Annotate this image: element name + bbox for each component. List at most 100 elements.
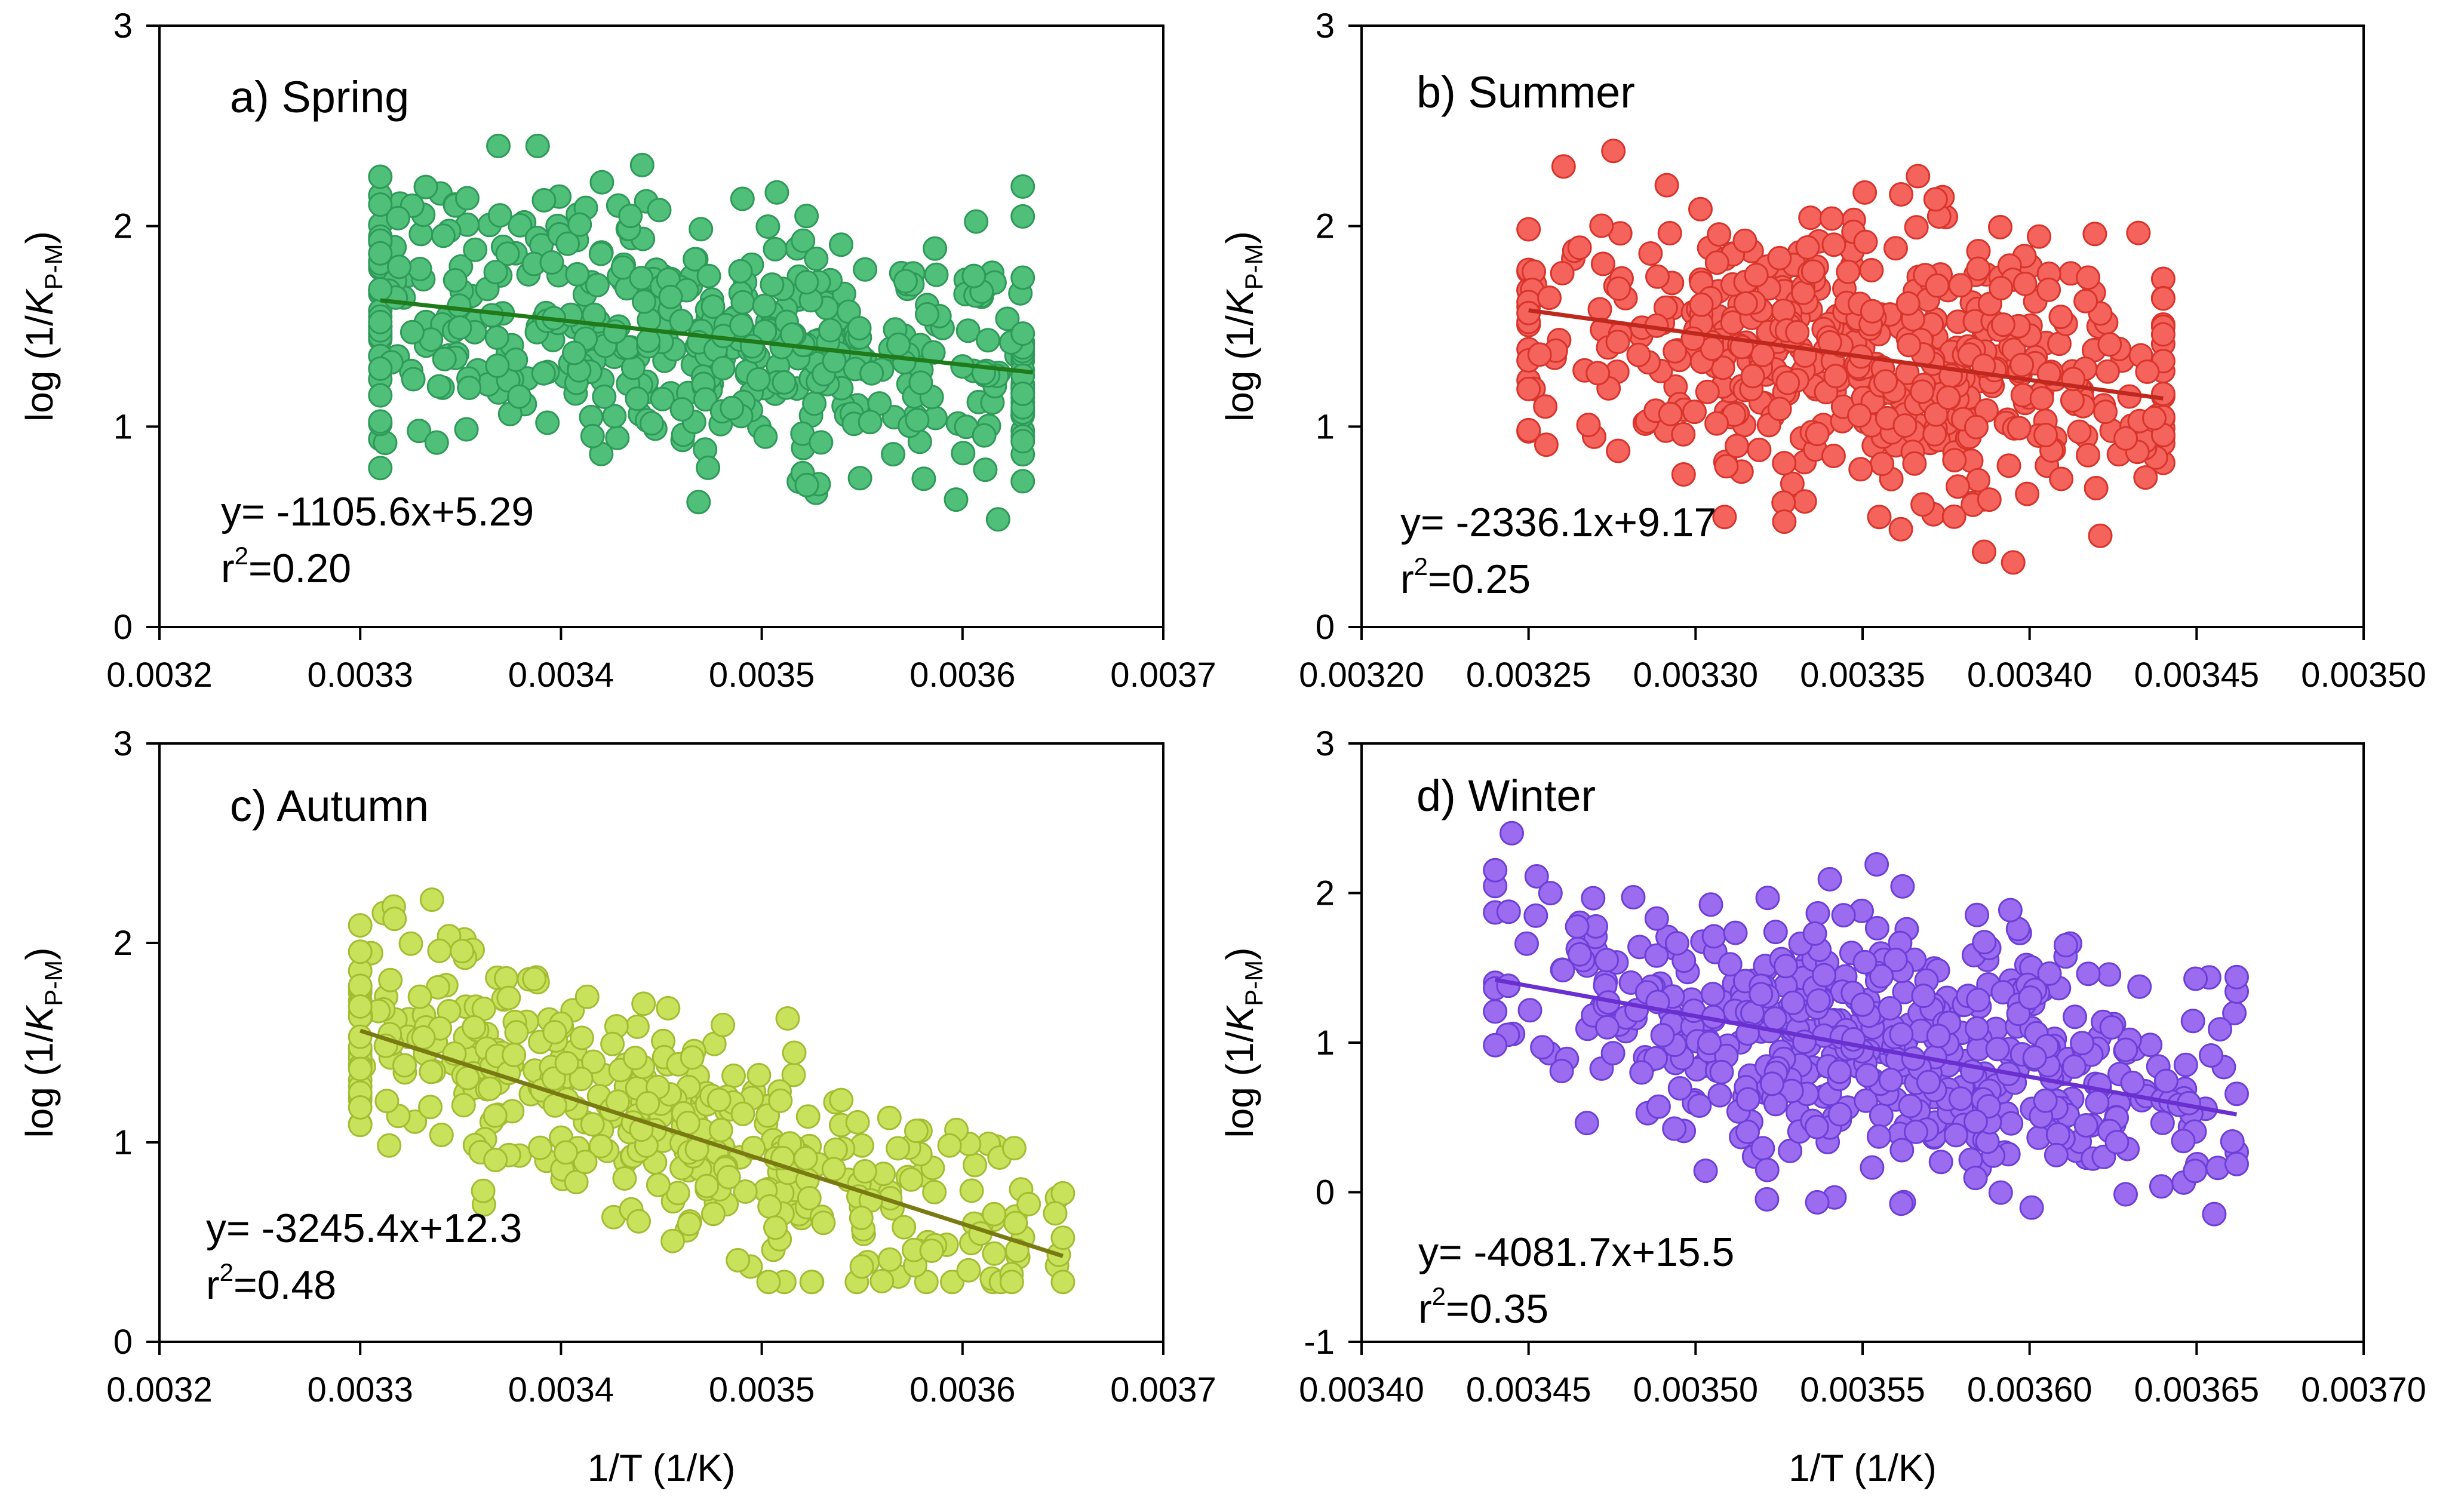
data-point bbox=[683, 247, 708, 272]
data-point bbox=[348, 1095, 373, 1120]
data-point bbox=[669, 397, 695, 422]
data-point bbox=[377, 1133, 402, 1158]
data-point bbox=[1750, 1136, 1775, 1161]
data-point bbox=[1733, 291, 1758, 316]
data-point bbox=[535, 410, 560, 435]
data-point bbox=[1853, 229, 1878, 254]
data-point bbox=[1926, 1024, 1951, 1049]
data-point bbox=[1483, 1032, 1508, 1058]
panel-label: c) Autumn bbox=[230, 781, 429, 831]
data-point bbox=[368, 356, 393, 381]
data-point bbox=[1516, 376, 1541, 401]
data-point bbox=[455, 1065, 480, 1090]
data-point bbox=[904, 1118, 929, 1144]
y-tick-label: 3 bbox=[1316, 724, 1335, 763]
data-point bbox=[1998, 898, 2023, 923]
x-tick-label: 0.00320 bbox=[1299, 656, 1424, 694]
data-point bbox=[602, 404, 627, 429]
r-squared-symbol: r bbox=[1418, 1286, 1432, 1332]
data-point bbox=[1895, 291, 1921, 316]
data-point bbox=[730, 186, 755, 211]
data-point bbox=[1701, 924, 1726, 949]
data-point bbox=[914, 1270, 939, 1295]
data-point bbox=[2036, 277, 2061, 302]
data-point bbox=[2033, 1088, 2058, 1113]
data-point bbox=[413, 174, 438, 199]
data-point bbox=[496, 985, 521, 1010]
data-point bbox=[600, 1031, 625, 1056]
data-point bbox=[1963, 1109, 1988, 1134]
panel-4: 0.00340 0.00345 0.00350 0.00355 0.00360 0.003… bbox=[1218, 724, 2426, 1489]
data-point bbox=[1551, 154, 1576, 179]
data-point bbox=[1923, 187, 1948, 212]
data-point bbox=[959, 1178, 984, 1203]
y-axis-title-suffix: ) bbox=[1218, 231, 1261, 244]
y-tick-label: 2 bbox=[113, 924, 133, 963]
data-point bbox=[368, 277, 393, 302]
data-point bbox=[852, 1159, 877, 1184]
y-axis-title: log (1/KP-M) bbox=[18, 948, 67, 1138]
data-point bbox=[580, 423, 605, 448]
regression-line bbox=[359, 1028, 1064, 1258]
x-tick-label: 0.0032 bbox=[106, 1370, 212, 1409]
data-point bbox=[756, 1270, 781, 1295]
data-point bbox=[1700, 982, 1725, 1007]
panel-1: 0.0032 0.0033 0.0034 0.0035 0.0036 0.0037 0 1 2 3… bbox=[18, 7, 1216, 694]
data-point bbox=[1754, 1157, 1780, 1182]
data-points bbox=[1516, 139, 2176, 575]
data-point bbox=[730, 1101, 755, 1126]
x-tick-label: 0.0037 bbox=[1110, 656, 1216, 694]
data-point bbox=[2097, 332, 2122, 357]
y-tick-label: 1 bbox=[1316, 1024, 1335, 1062]
data-point bbox=[921, 340, 946, 365]
data-point bbox=[2150, 1110, 2175, 1135]
data-point bbox=[463, 237, 488, 262]
data-point bbox=[755, 214, 781, 239]
data-point bbox=[1003, 1210, 1028, 1236]
data-point bbox=[818, 318, 843, 343]
data-point bbox=[1924, 402, 1949, 427]
data-point bbox=[1689, 292, 1714, 317]
data-point bbox=[1867, 505, 1892, 530]
data-point bbox=[1594, 1015, 1620, 1040]
data-point bbox=[923, 236, 948, 261]
data-point bbox=[729, 313, 754, 338]
data-point bbox=[1925, 273, 1950, 298]
data-point bbox=[1878, 1068, 1903, 1092]
data-point bbox=[1989, 276, 2014, 300]
data-point bbox=[716, 1164, 741, 1190]
x-tick-label: 0.0033 bbox=[307, 656, 413, 694]
data-point bbox=[569, 1067, 594, 1092]
data-point bbox=[1010, 174, 1036, 199]
data-point bbox=[431, 223, 456, 248]
data-point bbox=[1581, 886, 1606, 911]
data-point bbox=[2033, 423, 2058, 447]
data-point bbox=[1878, 996, 1903, 1021]
data-point bbox=[985, 507, 1010, 532]
y-axis-title-symbol: K bbox=[1218, 1004, 1261, 1032]
data-point bbox=[711, 1012, 735, 1037]
y-tick-label: 2 bbox=[1316, 874, 1335, 913]
data-point bbox=[1800, 259, 1826, 284]
data-point bbox=[348, 1024, 373, 1049]
data-point bbox=[1725, 434, 1749, 459]
data-point bbox=[443, 268, 468, 293]
data-point bbox=[374, 1089, 400, 1114]
data-point bbox=[1772, 509, 1797, 534]
data-point bbox=[1965, 1016, 1989, 1041]
data-point bbox=[348, 939, 373, 964]
data-point bbox=[797, 1186, 822, 1210]
data-point bbox=[1889, 1138, 1915, 1163]
data-point bbox=[450, 939, 475, 964]
data-point bbox=[2135, 359, 2160, 384]
data-point bbox=[1972, 930, 1997, 955]
x-tick-label: 0.00360 bbox=[1967, 1370, 2093, 1409]
x-tick-label: 0.00340 bbox=[1967, 656, 2093, 694]
plot-frame bbox=[158, 742, 1164, 1343]
r-squared-symbol: r bbox=[1400, 557, 1414, 602]
data-point bbox=[1763, 1092, 1788, 1117]
x-tick-label: 0.0036 bbox=[909, 656, 1015, 694]
panel-label: b) Summer bbox=[1416, 67, 1635, 117]
data-point bbox=[2183, 1158, 2208, 1184]
x-tick-label: 0.0034 bbox=[508, 656, 614, 694]
